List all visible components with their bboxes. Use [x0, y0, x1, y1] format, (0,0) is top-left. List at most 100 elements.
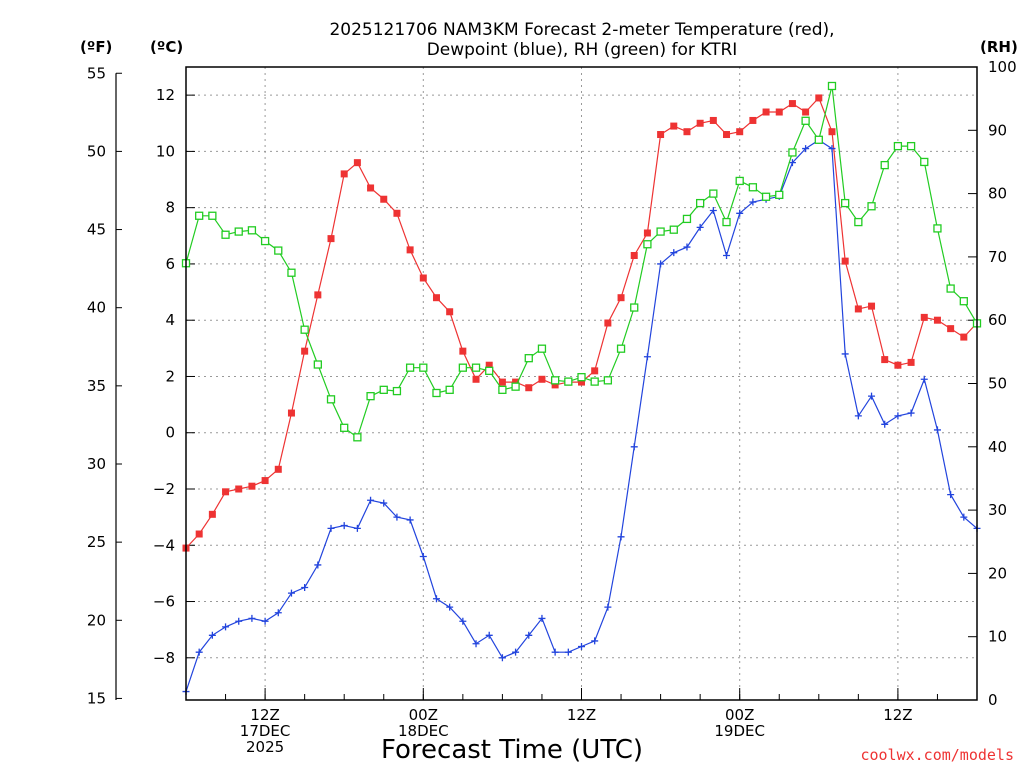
rh-point: [735, 176, 744, 186]
dewpoint-point: [512, 648, 520, 656]
dewpoint-point: [222, 623, 230, 631]
rh-point: [458, 363, 468, 372]
temperature-point: [459, 347, 467, 355]
dewpoint-point: [696, 223, 704, 231]
dewpoint-point: [314, 561, 322, 569]
fahrenheit-axis: 55 50 45 40 35 30 25 20 15: [87, 64, 122, 707]
temperature-point: [854, 305, 862, 313]
dewpoint-point: [630, 443, 638, 451]
temperature-point: [551, 381, 559, 389]
temperature-point: [274, 465, 282, 473]
dewpoint-point: [459, 617, 467, 625]
temperature-point: [380, 195, 388, 203]
celsius-tick-label: −6: [153, 593, 175, 611]
chart-title: 2025121706 NAM3KM Forecast 2-meter Tempe…: [329, 20, 834, 60]
rh-point: [814, 135, 823, 144]
rh-point: [300, 325, 309, 334]
rh-point: [590, 377, 599, 386]
rh-point: [616, 344, 626, 353]
rh-point: [722, 217, 731, 227]
dewpoint-point: [551, 648, 559, 656]
credit-text: coolwx.com/models: [860, 746, 1014, 764]
rh-tick-label: 0: [988, 691, 998, 709]
dewpoint-point: [868, 392, 876, 400]
celsius-axis: 12 10 8 6 4 2 0 −2 −4 −6 −8: [153, 86, 195, 667]
rh-point: [682, 214, 692, 224]
x-tick-label: 00Z: [409, 706, 438, 724]
rh-point: [564, 377, 573, 386]
rh-point: [313, 360, 322, 369]
temperature-point: [907, 358, 915, 366]
dewpoint-point: [248, 614, 256, 622]
rh-point: [340, 423, 349, 432]
rh-tick-label: 40: [988, 438, 1007, 456]
rh-point: [748, 183, 758, 192]
rh-point: [643, 240, 652, 249]
x-tick-label: 12Z: [567, 706, 596, 724]
rh-point: [234, 227, 243, 236]
temperature-point: [287, 409, 295, 417]
rh-point: [247, 226, 257, 235]
rh-point: [906, 141, 916, 151]
temperature-point: [353, 159, 361, 167]
rh-tick-label: 20: [988, 564, 1007, 582]
temperature-point: [538, 375, 546, 383]
fahrenheit-tick-label: 30: [87, 455, 106, 473]
temperature-point: [894, 361, 902, 369]
fahrenheit-tick-label: 40: [87, 299, 106, 317]
temperature-point: [604, 319, 612, 327]
temperature-point: [815, 94, 823, 102]
rh-point: [854, 217, 863, 227]
rh-point: [959, 297, 968, 306]
rh-point: [260, 236, 270, 246]
dewpoint-point: [367, 496, 375, 504]
dewpoint-point: [591, 637, 599, 645]
temperature-point: [340, 170, 348, 178]
temperature-point: [670, 122, 678, 130]
dewpoint-point: [208, 631, 216, 639]
temperature-point: [195, 530, 203, 538]
rh-point: [893, 141, 903, 151]
temperature-line: [185, 96, 978, 549]
dewpoint-point: [446, 603, 454, 611]
temperature-point: [881, 356, 889, 364]
temperature-point: [657, 131, 665, 139]
dewpoint-point: [287, 589, 295, 597]
temperature-point: [512, 378, 520, 386]
temperature-point: [933, 316, 941, 324]
dewpoint-point: [538, 614, 546, 622]
temperature-point: [841, 257, 849, 265]
title-line-1: 2025121706 NAM3KM Forecast 2-meter Tempe…: [329, 20, 834, 40]
dewpoint-point: [643, 353, 651, 361]
dewpoint-series: [182, 136, 981, 696]
temperature-point: [788, 100, 796, 108]
x-tick-label: 18DEC: [398, 722, 449, 740]
temperature-point: [301, 347, 309, 355]
fahrenheit-tick-label: 50: [87, 142, 106, 160]
temperature-point: [683, 128, 691, 136]
rh-point: [405, 363, 415, 372]
rh-point: [788, 148, 797, 157]
celsius-tick-label: 10: [156, 142, 175, 160]
dewpoint-point: [670, 249, 678, 257]
rh-point: [656, 227, 665, 236]
temperature-point: [920, 313, 928, 321]
rh-point: [432, 388, 441, 398]
rh-point: [524, 354, 533, 363]
rh-point: [485, 366, 494, 375]
temperature-point: [367, 184, 375, 192]
rh-point: [379, 385, 388, 394]
rh-tick-label: 100: [988, 58, 1017, 76]
rh-tick-label: 30: [988, 501, 1007, 519]
dewpoint-point: [933, 426, 941, 434]
x-axis-title: Forecast Time (UTC): [381, 735, 643, 765]
dewpoint-point: [261, 617, 269, 625]
rh-point: [550, 376, 560, 385]
temperature-point: [419, 274, 427, 282]
dewpoint-point: [604, 603, 612, 611]
temperature-point: [617, 294, 625, 302]
rh-point: [880, 160, 889, 170]
rh-point: [630, 303, 639, 312]
